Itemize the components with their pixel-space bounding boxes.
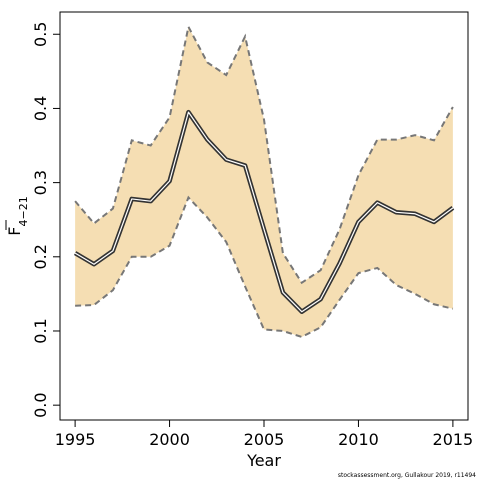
- x-axis-title: Year: [246, 451, 281, 470]
- x-tick-label: 2010: [338, 430, 379, 449]
- y-axis: 0.0 0.1 0.2 0.3 0.4 0.5: [31, 22, 61, 418]
- upper-bound-line: [74, 23, 454, 285]
- y-tick-label: 0.0: [31, 392, 50, 417]
- y-axis-title-main: F: [5, 227, 24, 236]
- x-tick-label: 1995: [55, 430, 96, 449]
- series-lines: [73, 23, 455, 338]
- confidence-band: [75, 26, 453, 337]
- x-axis: 1995 2000 2005 2010 2015: [55, 419, 474, 449]
- confidence-band-area: [75, 26, 453, 337]
- y-tick-label: 0.5: [31, 22, 50, 47]
- lower-bound-line: [75, 195, 454, 338]
- y-axis-title: F4−21: [5, 196, 30, 235]
- y-tick-label: 0.3: [31, 170, 50, 195]
- estimate-line-inner: [74, 111, 454, 313]
- y-tick-label: 0.1: [31, 318, 50, 343]
- y-axis-title-sub: 4−21: [17, 196, 30, 226]
- credit-text: stockassessment.org, Gullakour 2019, r11…: [338, 472, 476, 479]
- y-tick-label: 0.2: [31, 244, 50, 269]
- x-tick-label: 2000: [149, 430, 190, 449]
- y-tick-label: 0.4: [31, 96, 50, 121]
- x-tick-label: 2015: [433, 430, 474, 449]
- x-tick-label: 2005: [244, 430, 285, 449]
- svg-text:F4−21: F4−21: [5, 196, 30, 235]
